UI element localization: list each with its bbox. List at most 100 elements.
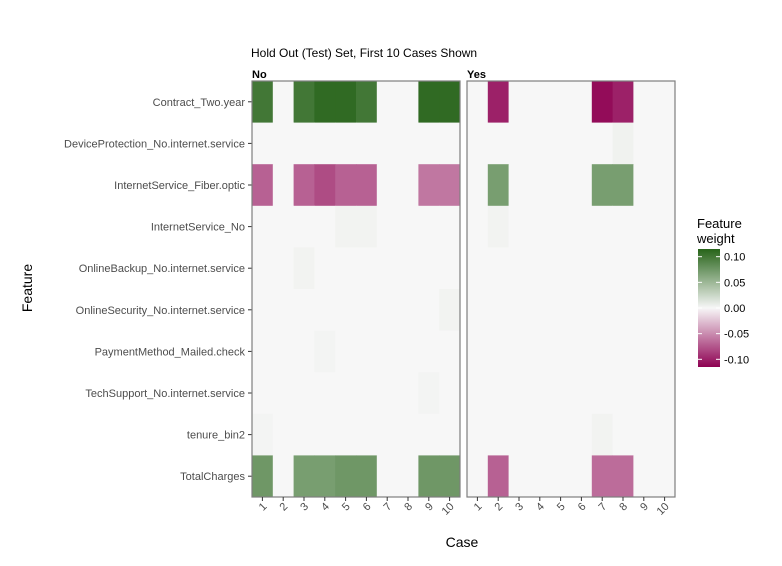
legend-title: Feature (697, 216, 742, 231)
heatmap-cell (314, 455, 335, 497)
heatmap-cell (613, 331, 634, 373)
heatmap-cell (509, 206, 530, 248)
heatmap-cell (550, 372, 571, 414)
heatmap-cell (314, 81, 335, 123)
heatmap-cell (398, 81, 419, 123)
chart-title: Hold Out (Test) Set, First 10 Cases Show… (251, 46, 477, 60)
heatmap-cell (356, 123, 377, 165)
heatmap-cell (529, 123, 550, 165)
y-tick-label: OnlineBackup_No.internet.service (79, 263, 245, 275)
heatmap-cell (613, 123, 634, 165)
y-tick-label: OnlineSecurity_No.internet.service (76, 305, 245, 317)
x-tick-label: 4 (534, 501, 547, 514)
x-tick-label: 4 (319, 501, 332, 514)
heatmap-cell (467, 247, 488, 289)
heatmap-cell (418, 372, 439, 414)
heatmap-cell (398, 455, 419, 497)
x-tick-label: 7 (597, 501, 610, 514)
heatmap-cell (377, 455, 398, 497)
heatmap-cell (633, 289, 654, 331)
y-tick-label: DeviceProtection_No.internet.service (64, 138, 245, 150)
heatmap-cell (294, 331, 315, 373)
heatmap-cell (488, 455, 509, 497)
heatmap-cell (550, 206, 571, 248)
heatmap-cell (439, 81, 460, 123)
heatmap-cell (294, 414, 315, 456)
x-tick-label: 2 (493, 501, 506, 514)
heatmap-cell (356, 455, 377, 497)
heatmap-cell (273, 414, 294, 456)
heatmap-cell (571, 81, 592, 123)
heatmap-cell (509, 81, 530, 123)
heatmap-cell (439, 414, 460, 456)
heatmap-cell (252, 247, 273, 289)
heatmap-cell (550, 123, 571, 165)
heatmap-cell (335, 372, 356, 414)
heatmap-cell (613, 164, 634, 206)
heatmap-cell (529, 206, 550, 248)
heatmap-cell (488, 372, 509, 414)
heatmap-cell (273, 455, 294, 497)
heatmap-cell (294, 289, 315, 331)
heatmap-cell (467, 164, 488, 206)
heatmap-cell (294, 206, 315, 248)
heatmap-cell (314, 289, 335, 331)
heatmap-cell (398, 247, 419, 289)
x-tick-label: 6 (361, 501, 374, 514)
heatmap-cell (294, 455, 315, 497)
heatmap-cell (273, 289, 294, 331)
heatmap-cell (550, 81, 571, 123)
heatmap-cell (571, 164, 592, 206)
heatmap-cell (294, 81, 315, 123)
heatmap-cell (571, 123, 592, 165)
x-tick-label: 9 (423, 501, 436, 514)
heatmap-cell (488, 414, 509, 456)
legend-tick-label: 0.05 (724, 277, 745, 289)
legend-tick-label: 0.00 (724, 303, 745, 315)
heatmap-cell (335, 414, 356, 456)
x-tick-label: 7 (382, 501, 395, 514)
heatmap-cell (654, 81, 675, 123)
heatmap-cell (592, 206, 613, 248)
heatmap-cell (571, 455, 592, 497)
heatmap-cell (335, 247, 356, 289)
heatmap-cell (633, 414, 654, 456)
legend-tick-label: -0.05 (724, 329, 749, 341)
heatmap-cell (418, 81, 439, 123)
heatmap-cell (377, 247, 398, 289)
heatmap-cell (488, 164, 509, 206)
heatmap-cell (509, 164, 530, 206)
heatmap-cell (633, 372, 654, 414)
heatmap-cell (273, 164, 294, 206)
heatmap-cell (467, 455, 488, 497)
heatmap-cell (314, 414, 335, 456)
heatmap-cell (467, 123, 488, 165)
y-tick-label: tenure_bin2 (187, 430, 245, 442)
heatmap-cell (654, 372, 675, 414)
x-tick-label: 9 (638, 501, 651, 514)
heatmap-cell (335, 123, 356, 165)
heatmap-cell (252, 331, 273, 373)
heatmap-cell (571, 414, 592, 456)
heatmap-cell (467, 372, 488, 414)
heatmap-cell (439, 289, 460, 331)
heatmap-cell (398, 414, 419, 456)
heatmap-cell (252, 123, 273, 165)
heatmap-cell (550, 455, 571, 497)
heatmap-cell (377, 372, 398, 414)
heatmap-cell (273, 331, 294, 373)
heatmap-cell (488, 123, 509, 165)
legend-title: weight (696, 231, 735, 246)
x-tick-label: 2 (278, 501, 291, 514)
heatmap-cell (592, 372, 613, 414)
x-tick-label: 8 (617, 501, 630, 514)
heatmap-cell (356, 414, 377, 456)
heatmap-cell (335, 164, 356, 206)
heatmap-cell (550, 164, 571, 206)
heatmap-cell (356, 247, 377, 289)
heatmap-cell (571, 372, 592, 414)
heatmap-cell (529, 331, 550, 373)
heatmap-cell (377, 289, 398, 331)
heatmap-cell (509, 247, 530, 289)
